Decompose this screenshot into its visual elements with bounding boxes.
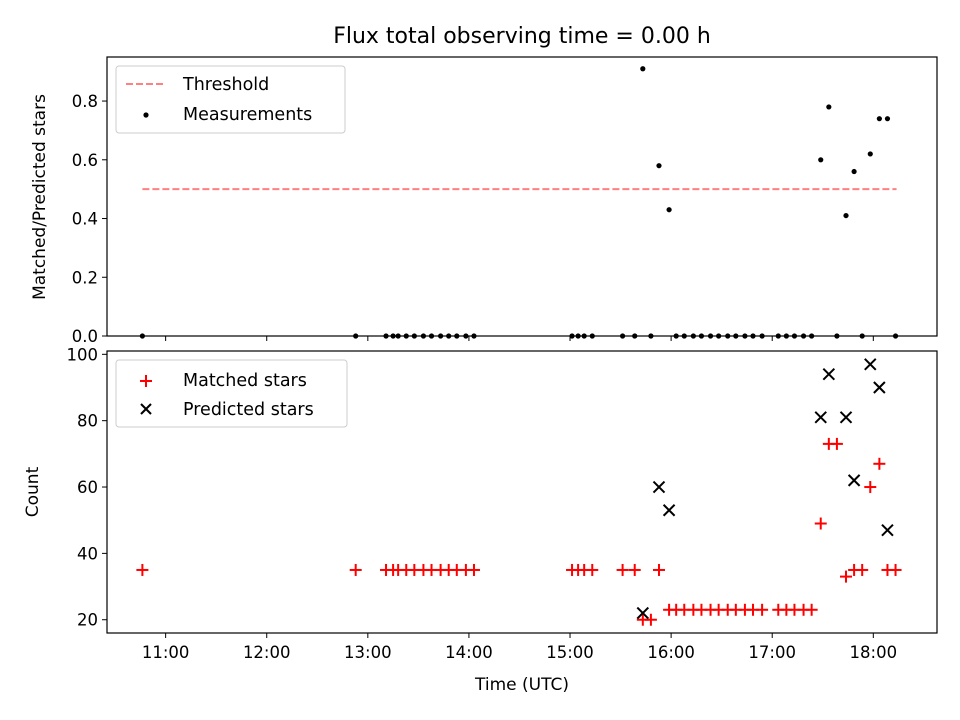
y-tick-label: 60 — [77, 478, 98, 497]
matched-stars-point — [864, 481, 877, 494]
matched-stars-point — [136, 563, 149, 576]
y-tick-label: 0.6 — [72, 151, 98, 170]
matched-stars-point — [873, 457, 886, 470]
bottom-y-ticks: 20 40 60 80 100 — [67, 345, 107, 630]
bottom-legend: Matched stars Predicted stars — [115, 359, 348, 428]
matched-stars-point — [467, 563, 480, 576]
x-tick-label: 17:00 — [748, 643, 796, 662]
matched-stars-point — [628, 563, 641, 576]
matched-stars-point — [814, 517, 827, 530]
bottom-plot-area — [136, 358, 902, 626]
measurement-point — [818, 157, 824, 163]
predicted-stars-point — [864, 358, 877, 371]
legend-predicted-swatch — [140, 403, 152, 415]
legend-threshold-label: Threshold — [182, 75, 269, 95]
top-x-ticks — [165, 336, 874, 341]
measurement-point — [867, 151, 873, 157]
matched-stars-point — [840, 570, 853, 583]
measurement-point — [656, 163, 662, 169]
matched-stars-point — [889, 563, 902, 576]
measurement-point — [666, 207, 672, 213]
matched-stars-point — [616, 563, 629, 576]
top-axes-frame — [106, 56, 938, 337]
x-tick-label: 12:00 — [243, 643, 291, 662]
x-tick-label: 11:00 — [142, 643, 190, 662]
legend-predicted-label: Predicted stars — [183, 400, 314, 420]
y-tick-label: 0.8 — [72, 92, 98, 111]
predicted-stars-point — [873, 381, 886, 394]
matched-stars-point — [652, 563, 665, 576]
x-tick-label: 18:00 — [850, 643, 898, 662]
y-tick-label: 0.4 — [72, 210, 98, 229]
y-tick-label: 0.0 — [72, 327, 98, 346]
predicted-stars-point — [839, 411, 853, 424]
measurement-point — [876, 116, 882, 122]
top-legend: Threshold Measurements — [115, 65, 346, 134]
legend-matched-swatch — [140, 375, 152, 387]
top-y-ticks: 0.0 0.2 0.4 0.6 0.8 — [72, 92, 107, 346]
measurement-point — [843, 212, 849, 219]
measurement-point — [851, 168, 857, 175]
predicted-stars-point — [814, 411, 827, 424]
matched-stars-point — [830, 437, 843, 450]
y-tick-label: 40 — [77, 544, 98, 563]
y-tick-label: 80 — [77, 412, 98, 431]
bottom-legend-box — [115, 359, 348, 428]
predicted-stars-point — [881, 523, 894, 537]
predicted-stars-point — [636, 606, 650, 620]
matched-stars-point — [586, 563, 599, 576]
x-tick-label: 16:00 — [647, 643, 695, 662]
y-tick-label: 0.2 — [72, 268, 98, 287]
matched-stars-point — [805, 603, 818, 616]
top-y-axis-label: Matched/Predicted stars — [30, 94, 50, 300]
measurement-point — [640, 66, 646, 72]
predicted-stars-point — [822, 368, 836, 381]
top-legend-box — [115, 65, 346, 134]
predicted-stars-point — [662, 504, 676, 517]
legend-matched-label: Matched stars — [183, 371, 307, 391]
matched-stars-point — [349, 563, 362, 576]
chart-title: Flux total observing time = 0.00 h — [333, 24, 711, 49]
legend-measurements-swatch — [143, 112, 149, 118]
y-tick-label: 20 — [77, 611, 98, 630]
matched-stars-point — [756, 603, 769, 616]
top-panel: Matched/Predicted stars 0.00.20.40.60.8 … — [30, 56, 938, 346]
x-tick-label: 15:00 — [546, 643, 594, 662]
measurement-point — [826, 104, 832, 110]
predicted-stars-point — [847, 474, 861, 487]
legend-measurements-label: Measurements — [183, 105, 312, 125]
matched-stars-point — [644, 613, 657, 626]
x-tick-label: 13:00 — [344, 643, 392, 662]
bottom-axes-frame — [106, 350, 938, 634]
matched-stars-point — [856, 563, 869, 576]
bottom-x-ticks: 11:00 12:00 13:00 14:00 15:00 16:00 17:00 18:00 — [142, 633, 897, 662]
y-tick-label: 100 — [67, 345, 99, 364]
bottom-x-axis-label: Time (UTC) — [474, 675, 569, 695]
predicted-stars-point — [652, 480, 666, 494]
measurement-point — [884, 116, 891, 122]
bottom-y-axis-label: Count — [23, 466, 43, 517]
x-tick-label: 14:00 — [445, 643, 493, 662]
